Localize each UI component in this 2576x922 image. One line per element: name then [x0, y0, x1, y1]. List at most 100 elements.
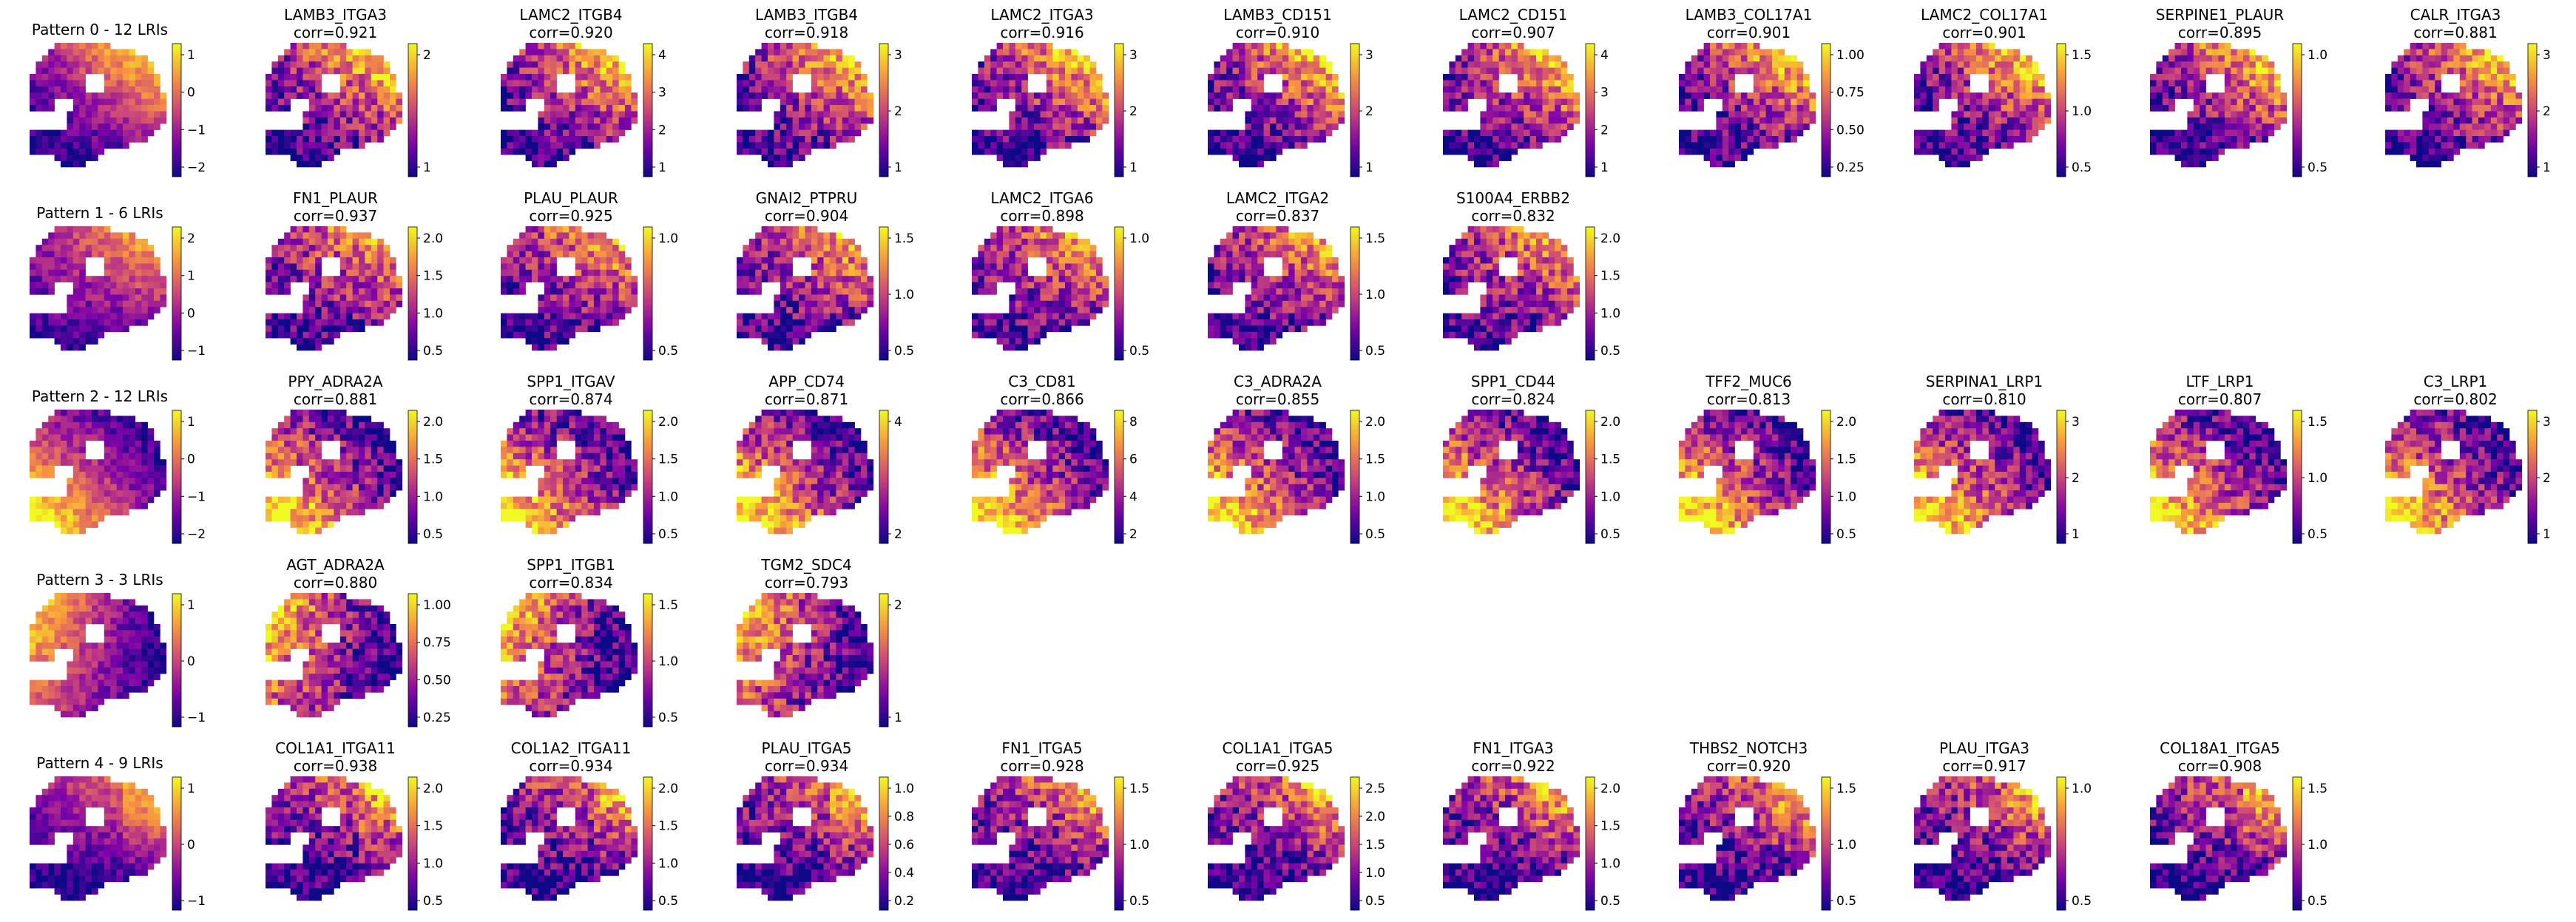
spot [1034, 111, 1041, 118]
spot [1542, 92, 1549, 99]
spot [587, 129, 595, 137]
spot [376, 123, 384, 130]
spot [2237, 105, 2243, 112]
spot [792, 155, 799, 161]
spot [333, 300, 340, 308]
spot [842, 111, 848, 118]
spot [1238, 155, 1245, 161]
spot [383, 117, 390, 124]
spot [1306, 136, 1314, 143]
spot [1697, 74, 1704, 81]
spot [1263, 117, 1270, 124]
spot [2422, 43, 2430, 50]
spot [2447, 123, 2454, 130]
spot [2217, 98, 2225, 106]
spot [1555, 98, 1561, 106]
spatial-map [1207, 43, 1345, 168]
spot [154, 276, 160, 282]
spot [2155, 105, 2163, 112]
spot [525, 338, 533, 345]
spot [1238, 80, 1245, 87]
spot [123, 61, 129, 68]
spot [364, 276, 371, 282]
spot [2435, 74, 2441, 81]
spot [1474, 67, 1481, 75]
spot [364, 136, 371, 143]
spot [2472, 55, 2479, 62]
spot [842, 245, 848, 251]
spot [829, 49, 836, 56]
spot [575, 136, 582, 143]
spot [61, 238, 67, 245]
spot [612, 98, 619, 106]
spot [67, 117, 74, 124]
spot [1288, 49, 1295, 56]
spot [1926, 74, 1933, 81]
spot [2416, 55, 2423, 62]
spot [600, 98, 607, 106]
spot [2001, 86, 2008, 93]
spot [2007, 67, 2014, 75]
spot [1300, 92, 1308, 99]
spot [1046, 86, 1053, 93]
spot [1034, 67, 1041, 75]
spot [2155, 136, 2163, 143]
spot [2497, 117, 2504, 124]
spot [1263, 123, 1270, 130]
spot [1684, 92, 1691, 99]
spot [98, 111, 105, 118]
spot [92, 105, 98, 112]
spot [333, 61, 340, 68]
spot [519, 232, 526, 240]
spot [339, 111, 346, 118]
spatial-map [1443, 43, 1581, 168]
spot [1561, 98, 1568, 106]
spot [1294, 142, 1301, 149]
spot [532, 232, 538, 240]
spot [550, 313, 557, 320]
spot [290, 226, 297, 233]
spot [2410, 67, 2417, 75]
spot [519, 67, 526, 75]
spot [1926, 86, 1933, 93]
spot [2026, 80, 2032, 87]
spot [792, 136, 799, 143]
spot [1945, 136, 1952, 143]
spot [1313, 136, 1319, 143]
spot [754, 288, 762, 295]
spot [2026, 111, 2032, 118]
spot [2416, 155, 2423, 161]
spot [2013, 86, 2021, 93]
spot [848, 276, 855, 282]
spot [154, 105, 160, 112]
spot [1077, 123, 1084, 130]
spot [1511, 142, 1518, 149]
spot [2509, 80, 2516, 87]
colorbar-tick-label: 2 [2543, 104, 2551, 119]
spot [587, 269, 595, 277]
spot [1529, 61, 1537, 68]
spot [581, 136, 588, 143]
spot [2026, 129, 2032, 137]
spot [811, 313, 817, 320]
spot [2255, 61, 2262, 68]
spot [116, 257, 124, 264]
spot [2001, 129, 2008, 137]
spot [1009, 129, 1016, 137]
spot [2404, 80, 2410, 87]
spot [1511, 98, 1518, 106]
spot [358, 238, 365, 245]
spot [773, 129, 780, 137]
spot [1790, 92, 1797, 99]
spot [314, 148, 322, 155]
spot [2453, 98, 2461, 106]
spot [2026, 117, 2032, 124]
colorbar-tick-label: 3 [1365, 48, 1373, 63]
spot [2248, 49, 2256, 56]
spot [792, 129, 799, 137]
spot [1046, 61, 1053, 68]
spot [754, 325, 762, 333]
spot [507, 92, 514, 99]
spot [1498, 129, 1506, 137]
spot [2211, 142, 2219, 149]
